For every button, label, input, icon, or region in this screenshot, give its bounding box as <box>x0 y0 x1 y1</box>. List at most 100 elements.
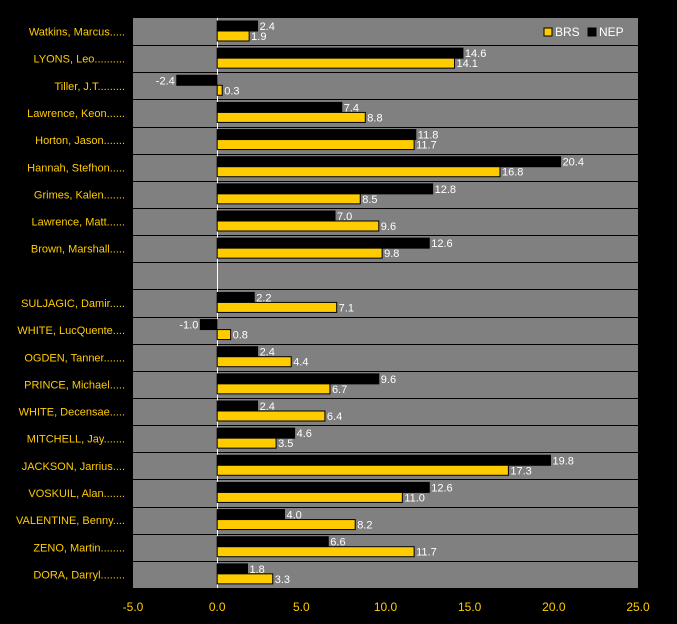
data-label: 0.3 <box>224 85 239 97</box>
bar-brs <box>216 301 338 313</box>
bar-brs <box>216 193 361 205</box>
data-label: 9.6 <box>381 374 396 386</box>
legend: BRS NEP <box>543 25 624 39</box>
category-label: Horton, Jason....... <box>35 135 125 147</box>
data-label: 1.9 <box>251 31 266 43</box>
bar-nep <box>216 346 259 358</box>
data-label: 11.0 <box>404 492 425 504</box>
category-label: WHITE, Decensae..... <box>19 407 125 419</box>
bar-nep <box>216 101 343 113</box>
bar-nep <box>216 183 434 195</box>
bar-brs <box>216 546 415 558</box>
data-label: 4.6 <box>297 428 312 440</box>
category-label: DORA, Darryl........ <box>33 569 125 581</box>
bar-brs <box>216 220 380 232</box>
data-label: 6.4 <box>327 411 342 423</box>
category-label: Tiller, J.T......... <box>55 81 126 93</box>
category-label: WHITE, LucQuente.... <box>17 325 125 337</box>
category-label: VALENTINE, Benny.... <box>16 515 125 527</box>
data-label: 12.8 <box>435 184 456 196</box>
category-label: VOSKUIL, Alan....... <box>28 488 125 500</box>
bar-nep <box>216 373 380 385</box>
data-label: 12.6 <box>431 482 452 494</box>
bar-brs <box>216 247 383 259</box>
data-label: 14.6 <box>465 48 486 60</box>
x-tick-label: 10.0 <box>374 600 398 614</box>
category-label: OGDEN, Tanner....... <box>24 352 125 364</box>
legend-swatch-nep <box>587 27 597 37</box>
data-label: 14.1 <box>457 58 478 70</box>
bar-nep <box>216 536 329 548</box>
data-label: 9.6 <box>381 221 396 233</box>
data-label: 2.2 <box>256 292 271 304</box>
category-label: Lawrence, Keon...... <box>27 108 125 120</box>
data-label: 1.8 <box>249 564 264 576</box>
bar-brs <box>216 573 274 585</box>
data-label: 4.0 <box>287 510 302 522</box>
category-label: MITCHELL, Jay....... <box>27 434 125 446</box>
bars-layer: 2.41.914.614.1-2.40.37.48.811.811.720.41… <box>156 20 584 586</box>
data-label: 2.4 <box>260 401 275 413</box>
data-label: 19.8 <box>552 455 573 467</box>
category-label: Watkins, Marcus..... <box>29 27 125 39</box>
data-label: 8.8 <box>367 112 382 124</box>
legend-label-brs: BRS <box>555 25 580 39</box>
bar-nep <box>216 210 336 222</box>
bar-brs <box>216 519 356 531</box>
x-tick-label: 20.0 <box>542 600 566 614</box>
data-label: -2.4 <box>156 75 175 87</box>
bar-brs <box>216 139 415 151</box>
x-tick-label: 15.0 <box>458 600 482 614</box>
x-tick-label: 5.0 <box>293 600 310 614</box>
data-label: 2.4 <box>260 347 275 359</box>
data-label: 7.4 <box>344 102 359 114</box>
data-label: 2.4 <box>260 21 275 33</box>
data-label: 7.0 <box>337 211 352 223</box>
data-label: 3.3 <box>275 574 290 586</box>
category-label: Hannah, Stefhon..... <box>27 162 125 174</box>
category-label: JACKSON, Jarrius.... <box>22 461 125 473</box>
bar-brs <box>216 383 331 395</box>
bar-nep <box>216 237 430 249</box>
data-label: 12.6 <box>431 238 452 250</box>
bar-brs <box>216 57 456 69</box>
bar-brs <box>216 356 292 368</box>
data-label: -1.0 <box>179 320 198 332</box>
bar-brs <box>216 30 250 42</box>
bar-nep <box>176 74 218 86</box>
data-label: 6.7 <box>332 384 347 396</box>
data-label: 11.8 <box>418 130 439 142</box>
data-label: 16.8 <box>502 167 523 179</box>
data-label: 17.3 <box>510 465 531 477</box>
bar-nep <box>216 156 562 168</box>
data-label: 6.6 <box>330 537 345 549</box>
data-label: 8.2 <box>357 520 372 532</box>
category-label: Grimes, Kalen....... <box>34 189 125 201</box>
category-label: Lawrence, Matt...... <box>31 217 125 229</box>
data-label: 0.8 <box>233 330 248 342</box>
data-label: 11.7 <box>416 140 437 152</box>
bar-brs <box>216 410 326 422</box>
bar-nep <box>216 47 464 59</box>
bar-brs <box>216 111 366 123</box>
category-label: ZENO, Martin........ <box>33 542 125 554</box>
category-label: Brown, Marshall..... <box>31 244 125 256</box>
bar-nep <box>216 400 259 412</box>
data-label: 9.8 <box>384 248 399 260</box>
bar-nep <box>216 291 255 303</box>
bar-nep <box>216 427 296 439</box>
bar-brs <box>216 491 403 503</box>
bar-brs <box>216 464 509 476</box>
bar-brs <box>216 329 232 341</box>
bar-nep <box>199 319 218 331</box>
x-tick-label: -5.0 <box>123 600 144 614</box>
bar-nep <box>216 129 417 141</box>
bar-brs <box>216 437 277 449</box>
data-label: 8.5 <box>362 194 377 206</box>
bar-brs <box>216 84 223 96</box>
category-label: PRINCE, Michael..... <box>24 379 125 391</box>
bar-nep <box>216 454 551 466</box>
category-label: SULJAGIC, Damir..... <box>21 298 125 310</box>
legend-swatch-brs <box>543 27 553 37</box>
